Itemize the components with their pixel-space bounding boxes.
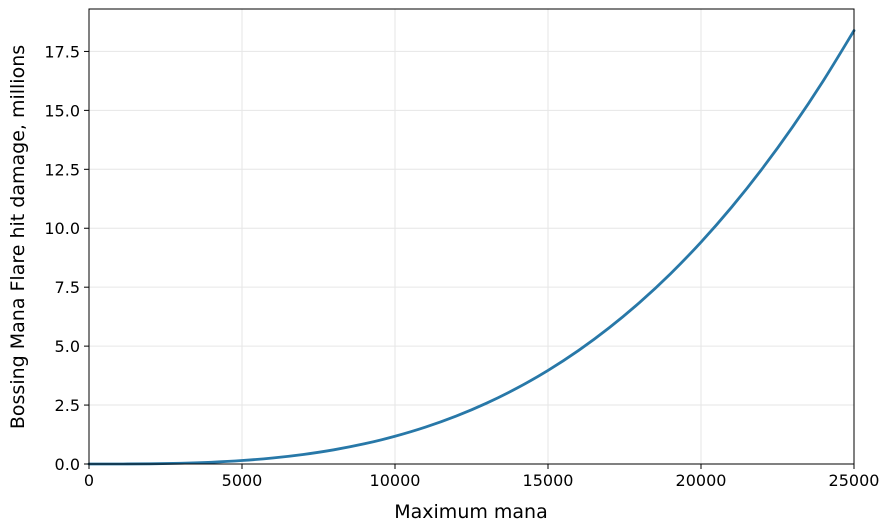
tick-layer: 0 5000 10000 15000 20000 25000 0.0 2.5 5.0 7.5 10.… [44,42,879,490]
series-line-0 [87,29,856,466]
x-tick-label: 0 [84,471,94,490]
x-tick-label: 15000 [523,471,574,490]
y-tick-label: 5.0 [55,337,80,356]
x-tick-label: 25000 [829,471,880,490]
y-tick-label: 7.5 [55,278,80,297]
y-tick-label: 12.5 [44,160,80,179]
x-tick-label: 5000 [222,471,263,490]
grid [88,9,855,465]
series-layer [87,29,856,466]
plot-frame [88,8,855,465]
x-axis-title: Maximum mana [394,501,548,523]
y-tick-label: 2.5 [55,396,80,415]
y-tick-label: 0.0 [55,455,80,474]
y-tick-label: 10.0 [44,219,80,238]
x-tick-label: 20000 [676,471,727,490]
y-axis-title: Bossing Mana Flare hit damage, millions [7,45,29,429]
y-tick-label: 17.5 [44,42,80,61]
y-tick-label: 15.0 [44,101,80,120]
x-tick-label: 10000 [370,471,421,490]
